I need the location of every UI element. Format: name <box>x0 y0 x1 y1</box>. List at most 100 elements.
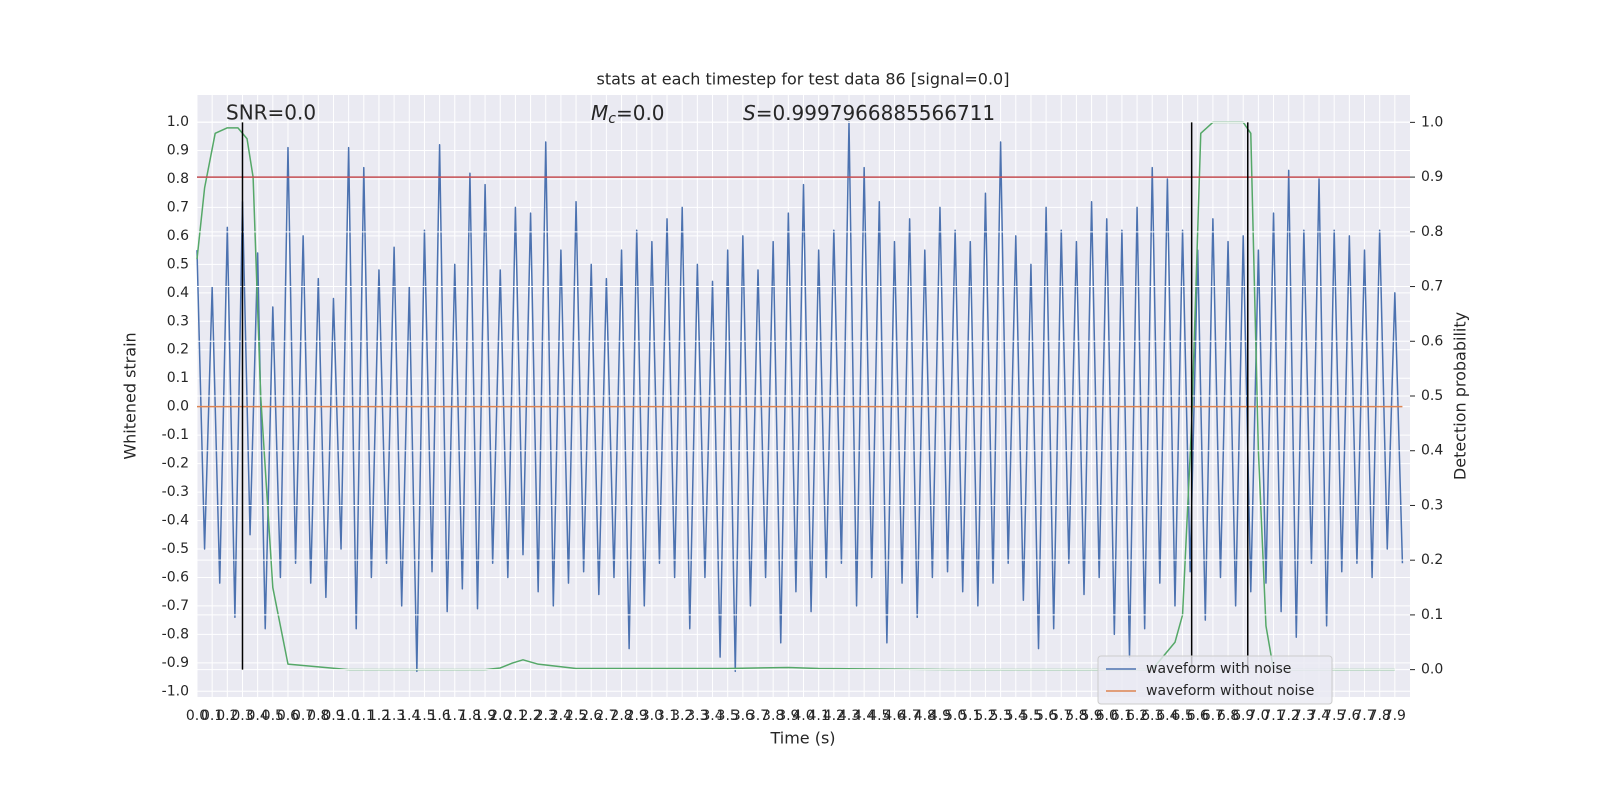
y-tick-label: -0.2 <box>162 456 189 472</box>
x-tick-label: 7.1 <box>1262 708 1284 724</box>
x-tick-label: 0.2 <box>216 708 238 724</box>
x-tick-label: 2.8 <box>610 708 632 724</box>
y2-tick-label: 0.1 <box>1421 607 1443 623</box>
x-tick-label: 3.7 <box>747 708 769 724</box>
x-tick-label: 4.4 <box>853 708 875 724</box>
x-tick-label: 5.6 <box>1035 708 1057 724</box>
x-tick-label: 7.7 <box>1353 708 1375 724</box>
x-tick-label: 7.4 <box>1308 708 1330 724</box>
x-tick-label: 3.9 <box>777 708 799 724</box>
y2-tick-label: 0.9 <box>1421 169 1443 185</box>
y-tick-label: 0.7 <box>167 199 189 215</box>
y2-tick-label: 0.6 <box>1421 333 1443 349</box>
x-tick-label: 2.1 <box>504 708 526 724</box>
x-tick-label: 5.9 <box>1080 708 1102 724</box>
x-tick-label: 7.6 <box>1338 708 1360 724</box>
y-tick-label: 0.9 <box>167 143 189 159</box>
x-tick-label: 0.5 <box>262 708 284 724</box>
y-tick-label: -0.9 <box>162 655 189 671</box>
x-tick-label: 4.9 <box>929 708 951 724</box>
x-tick-label: 3.6 <box>732 708 754 724</box>
x-tick-label: 6.7 <box>1202 708 1224 724</box>
annotation-text: =0.9997966885566711 <box>756 101 995 125</box>
x-tick-label: 4.3 <box>838 708 860 724</box>
marks <box>196 121 1410 673</box>
x-tick-label: 2.9 <box>626 708 648 724</box>
x-tick-label: 6.3 <box>1141 708 1163 724</box>
x-tick-label: 5.1 <box>959 708 981 724</box>
y2-tick-label: 0.2 <box>1421 552 1443 568</box>
y-tick-label: -0.8 <box>162 626 189 642</box>
x-tick-label: 0.9 <box>322 708 344 724</box>
annotation-subscript: c <box>608 111 616 127</box>
y-tick-label: 1.0 <box>167 114 189 130</box>
x-tick-label: 6.0 <box>1096 708 1118 724</box>
x-tick-label: 6.8 <box>1217 708 1239 724</box>
x-tick-label: 4.2 <box>823 708 845 724</box>
x-tick-label: 2.3 <box>535 708 557 724</box>
x-tick-label: 6.6 <box>1187 708 1209 724</box>
x-tick-label: 7.8 <box>1369 708 1391 724</box>
x-tick-label: 1.0 <box>337 708 359 724</box>
x-tick-label: 6.5 <box>1171 708 1193 724</box>
x-tick-label: 4.8 <box>914 708 936 724</box>
y-tick-label: -0.3 <box>162 484 189 500</box>
x-tick-label: 0.8 <box>307 708 329 724</box>
legend-box <box>1097 655 1333 705</box>
y-tick-label: -0.5 <box>162 541 189 557</box>
x-tick-label: 6.2 <box>1126 708 1148 724</box>
x-tick-label: 3.4 <box>701 708 723 724</box>
annotation-symbol: S <box>743 101 756 125</box>
y-tick-label: 0.1 <box>167 370 189 386</box>
y2-tick-label: 0.5 <box>1421 388 1443 404</box>
y-tick-label: 0.8 <box>167 171 189 187</box>
chart-title: stats at each timestep for test data 86 … <box>597 70 1010 89</box>
y-tick-label: -0.4 <box>162 513 189 529</box>
y-axis-label: Whitened strain <box>121 332 140 459</box>
x-tick-label: 4.5 <box>868 708 890 724</box>
x-tick-label: 7.3 <box>1293 708 1315 724</box>
annotation: SNR=0.0 <box>226 101 316 125</box>
y2-tick-label: 0.4 <box>1421 443 1443 459</box>
x-tick-label: 1.6 <box>428 708 450 724</box>
y-tick-label: 0.3 <box>167 313 189 329</box>
x-tick-label: 5.7 <box>1050 708 1072 724</box>
x-tick-label: 1.7 <box>444 708 466 724</box>
annotation-symbol: M <box>591 101 608 125</box>
x-tick-label: 1.2 <box>368 708 390 724</box>
series-line <box>196 121 1404 673</box>
x-tick-label: 5.2 <box>974 708 996 724</box>
x-tick-label: 1.5 <box>413 708 435 724</box>
y2-axis-label: Detection probability <box>1451 312 1470 480</box>
x-tick-label: 3.5 <box>717 708 739 724</box>
y-tick-label: -0.6 <box>162 569 189 585</box>
y-tick-label: 0.0 <box>167 399 189 415</box>
x-tick-label: 0.4 <box>247 708 269 724</box>
x-tick-label: 2.2 <box>519 708 541 724</box>
legend-label: waveform without noise <box>1146 683 1314 699</box>
x-tick-label: 0.6 <box>277 708 299 724</box>
y-tick-label: -0.7 <box>162 598 189 614</box>
x-tick-label: 5.0 <box>944 708 966 724</box>
x-axis-label: Time (s) <box>769 729 835 748</box>
x-tick-label: 6.9 <box>1232 708 1254 724</box>
x-tick-label: 4.0 <box>792 708 814 724</box>
y-tick-label: 0.2 <box>167 342 189 358</box>
x-tick-label: 0.3 <box>231 708 253 724</box>
y2-tick-label: 1.0 <box>1421 114 1443 130</box>
x-tick-label: 2.5 <box>565 708 587 724</box>
x-tick-label: 7.2 <box>1278 708 1300 724</box>
x-tick-label: 1.4 <box>398 708 420 724</box>
x-tick-label: 3.1 <box>656 708 678 724</box>
x-tick-label: 3.8 <box>762 708 784 724</box>
x-tick-label: 5.3 <box>989 708 1011 724</box>
annotation: Mc=0.0 <box>591 101 665 128</box>
x-tick-label: 4.1 <box>808 708 830 724</box>
x-tick-label: 7.0 <box>1247 708 1269 724</box>
x-tick-label: 3.0 <box>641 708 663 724</box>
x-tick-label: 5.5 <box>1020 708 1042 724</box>
legend: waveform with noise waveform without nois… <box>1097 655 1333 705</box>
y2-tick-label: 0.3 <box>1421 497 1443 513</box>
x-tick-label: 1.1 <box>353 708 375 724</box>
